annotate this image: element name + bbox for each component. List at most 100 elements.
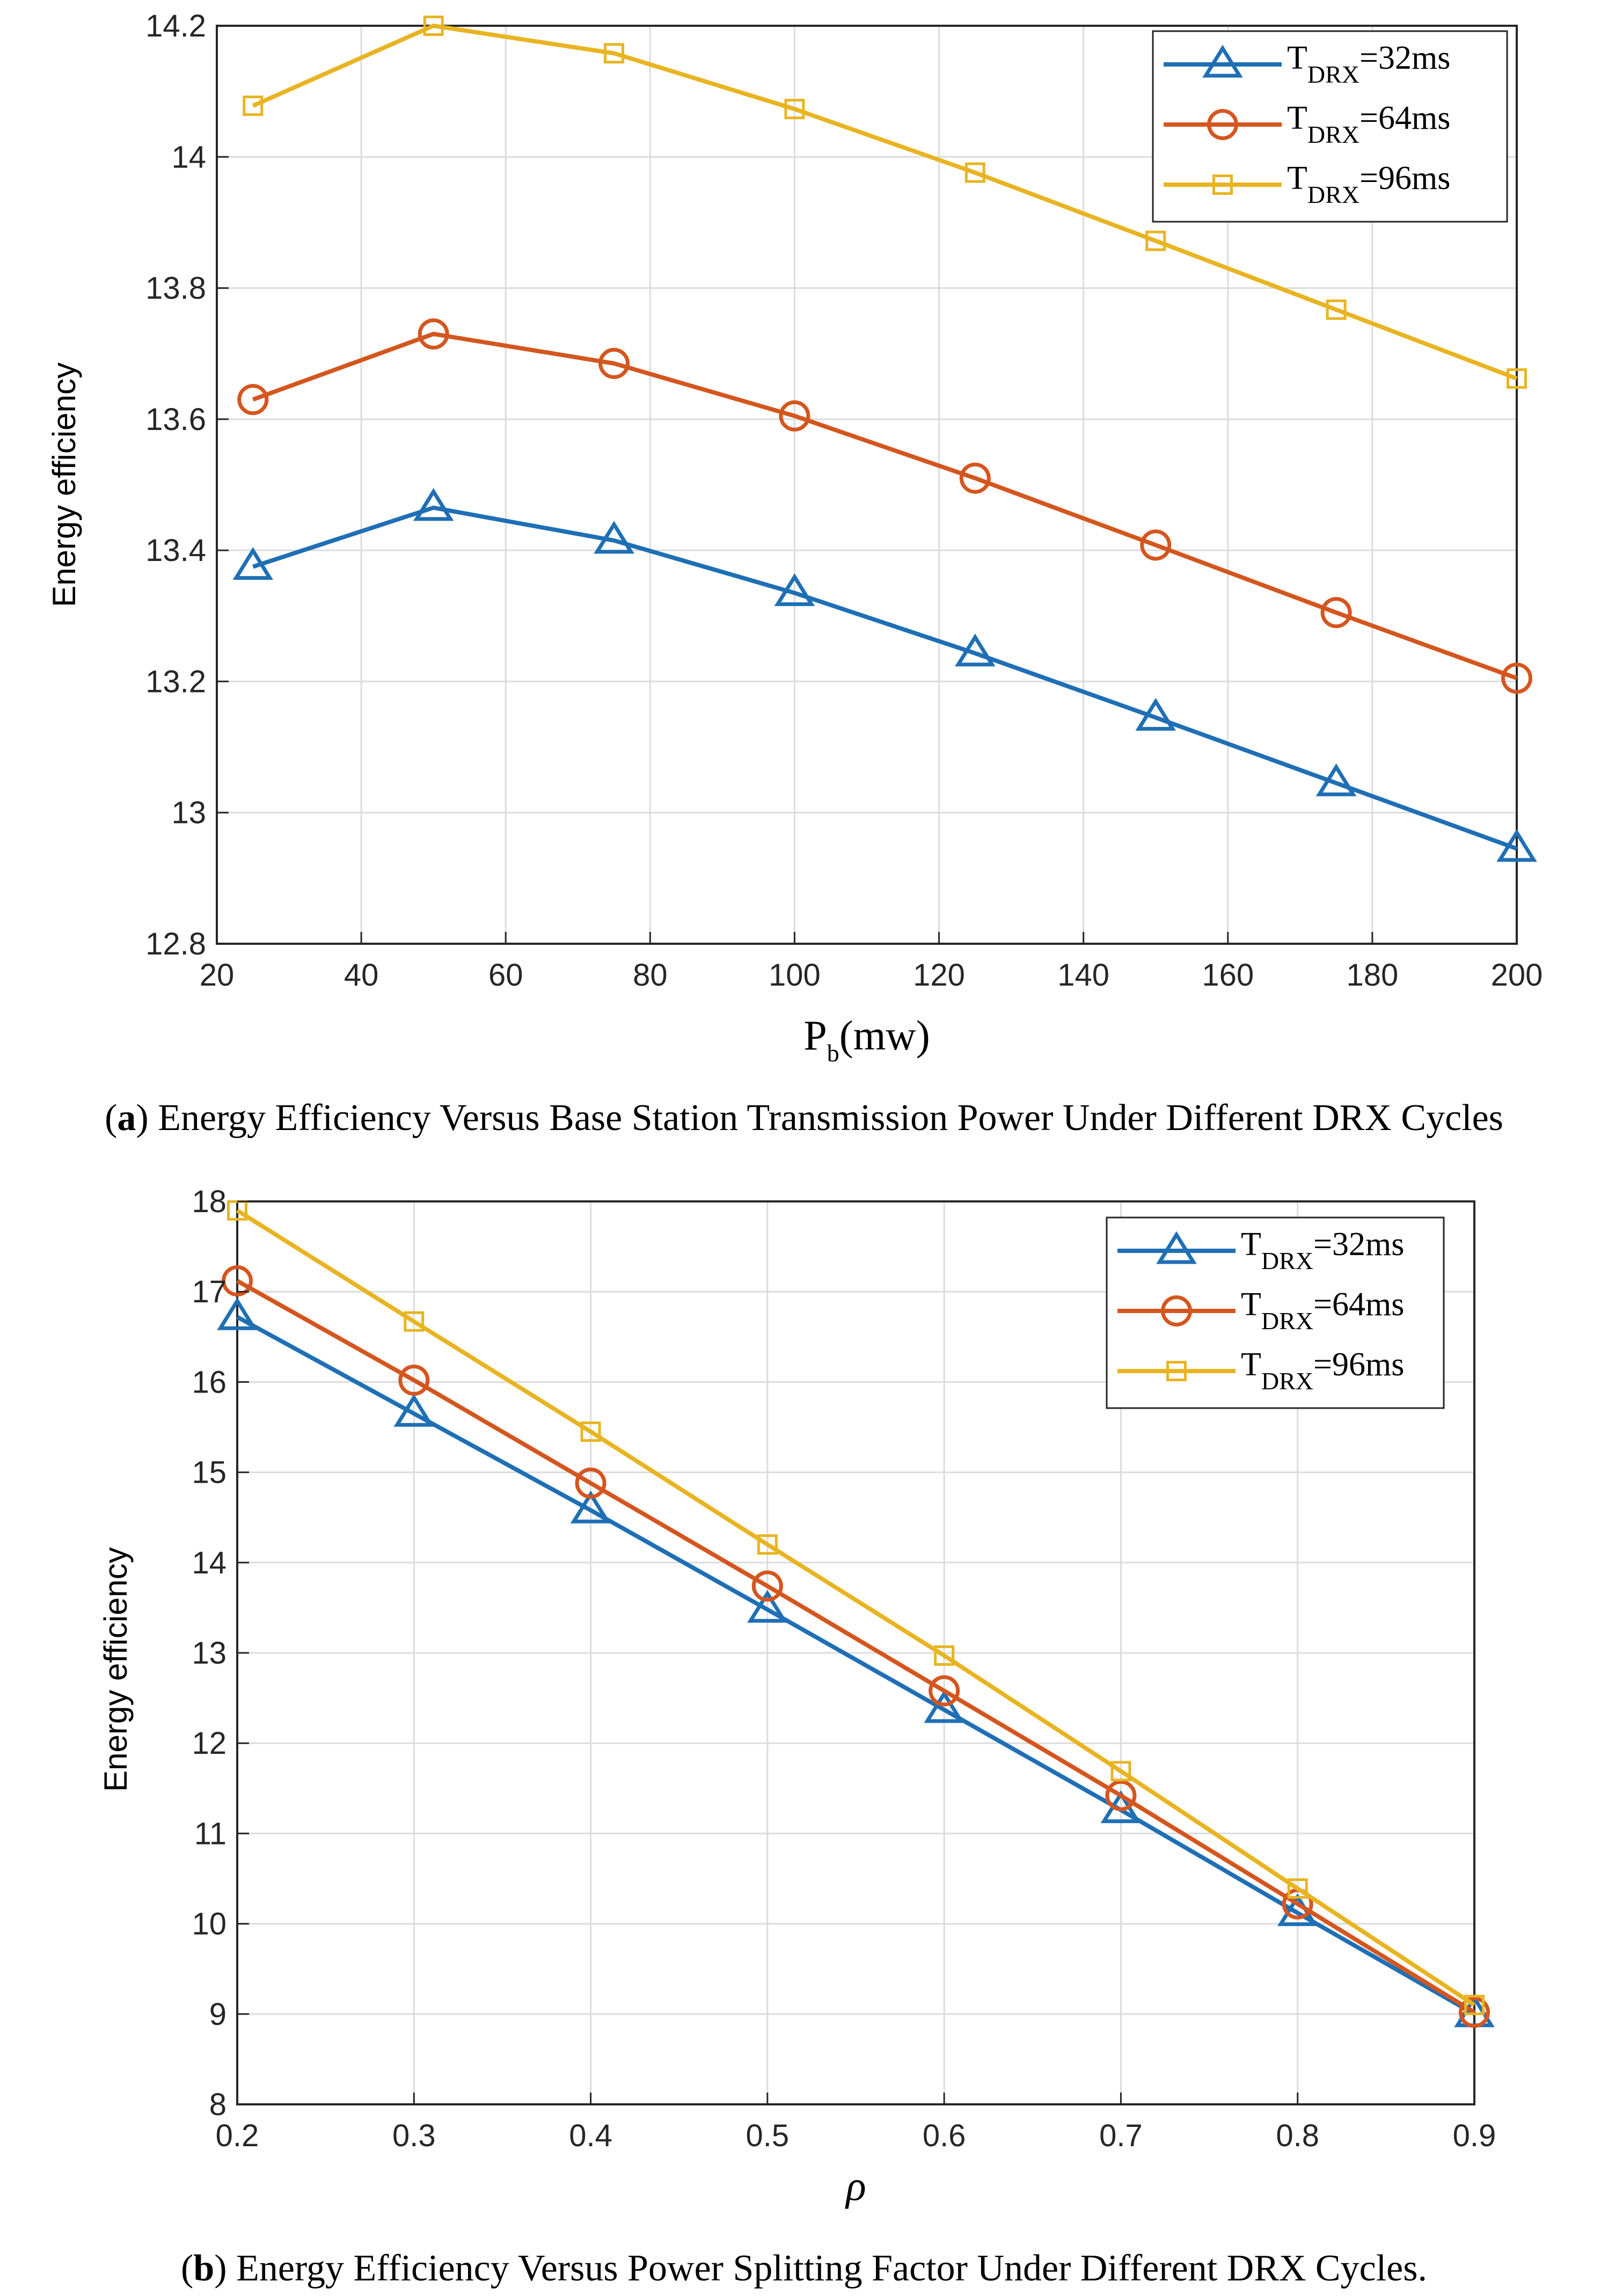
data-point (955, 633, 996, 667)
chart-b-legend: TDRX=32ms TDRX=64ms TDRX=96ms (1106, 1216, 1445, 1409)
data-point (1287, 1878, 1308, 1899)
y-tick-label: 15 (192, 1455, 226, 1490)
x-tick-label: 0.5 (746, 2118, 790, 2153)
y-tick-label: 13.4 (145, 533, 206, 568)
y-tick-label: 13 (192, 1636, 226, 1671)
data-point (929, 1675, 960, 1707)
x-tick-label: 140 (1057, 958, 1109, 993)
data-point (774, 573, 815, 607)
x-tick-label: 0.8 (1276, 2118, 1319, 2153)
x-tick-label: 0.2 (216, 2118, 259, 2153)
chart-a-y-ticks: 12.8 13 13.2 13.4 13.6 13.8 14 14.2 (145, 9, 229, 961)
series-triangle (232, 488, 1537, 862)
y-tick-label: 13.2 (145, 664, 206, 699)
series-line (236, 1315, 1475, 2016)
series-square (227, 1200, 1485, 2015)
legend-label: TDRX=96ms (1287, 160, 1450, 208)
data-point (924, 1690, 964, 1723)
x-tick-label: 40 (344, 958, 379, 993)
x-tick-label: 0.4 (569, 2118, 612, 2153)
chart-b-y-ticks: 8 9 10 11 12 13 14 15 16 17 18 (192, 1184, 249, 2122)
chart-a: 20 40 60 80 100 120 140 160 180 200 12.8 13 13.2 13.… (46, 9, 1543, 1139)
legend-label: TDRX=64ms (1287, 100, 1450, 148)
series-line (252, 24, 1518, 381)
data-point (1105, 1780, 1137, 1811)
data-point (784, 99, 805, 120)
x-tick-label: 80 (633, 958, 668, 993)
legend-item: TDRX=96ms (1164, 160, 1450, 208)
series-line (252, 332, 1518, 681)
x-tick-label: 160 (1202, 958, 1254, 993)
x-tick-label: 120 (913, 958, 965, 993)
data-point (398, 1365, 430, 1396)
x-tick-label: 0.3 (392, 2118, 436, 2153)
x-tick-label: 60 (488, 958, 523, 993)
series-square (243, 16, 1527, 389)
y-tick-label: 17 (192, 1274, 226, 1309)
data-point (1464, 1994, 1485, 2015)
data-point (1315, 763, 1357, 797)
data-point (1459, 1996, 1490, 2028)
chart-a-legend: TDRX=32ms TDRX=64ms TDRX=96ms (1152, 30, 1508, 223)
x-tick-label: 200 (1491, 958, 1543, 993)
legend-item: TDRX=64ms (1164, 100, 1450, 148)
chart-b-caption: (b) Energy Efficiency Versus Power Split… (181, 2248, 1427, 2289)
legend-label: TDRX=96ms (1241, 1346, 1404, 1395)
data-point (393, 1394, 435, 1427)
data-point (1110, 1761, 1131, 1782)
data-point (418, 318, 449, 350)
y-tick-label: 12.8 (145, 927, 206, 961)
data-point (1501, 662, 1532, 694)
series-line (252, 505, 1518, 851)
data-point (959, 462, 991, 494)
y-tick-label: 13.8 (145, 271, 206, 306)
data-point (598, 348, 630, 380)
chart-a-caption: (a) Energy Efficiency Versus Base Statio… (105, 1097, 1503, 1139)
chart-a-series (232, 16, 1537, 862)
data-point (237, 384, 269, 416)
chart-b: 0.2 0.3 0.4 0.5 0.6 0.7 0.8 0.9 8 9 10 11 12 13 14 15 1… (98, 1184, 1496, 2289)
legend-swatch-marker (1161, 1295, 1192, 1326)
legend-swatch-marker (1202, 45, 1243, 78)
chart-b-series (217, 1200, 1495, 2028)
data-point (747, 1590, 788, 1623)
y-tick-label: 14.2 (145, 9, 206, 43)
chart-a-x-ticks: 20 40 60 80 100 120 140 160 180 200 (200, 932, 1543, 993)
data-point (757, 1534, 778, 1555)
y-tick-label: 9 (209, 1997, 226, 2032)
legend-swatch-marker (1166, 1361, 1187, 1381)
y-tick-label: 16 (192, 1365, 226, 1400)
y-tick-label: 14 (192, 1546, 226, 1580)
x-tick-label: 0.7 (1099, 2118, 1143, 2153)
x-tick-label: 0.9 (1453, 2118, 1496, 2153)
data-point (580, 1421, 601, 1442)
data-point (217, 1297, 258, 1330)
legend-label: TDRX=32ms (1287, 40, 1450, 88)
legend-item: TDRX=32ms (1164, 40, 1450, 88)
data-point (779, 400, 810, 432)
series-line (236, 1208, 1476, 2007)
legend-item: TDRX=32ms (1117, 1226, 1404, 1274)
legend-swatch-marker (1212, 174, 1233, 195)
data-point (964, 162, 985, 183)
data-point (1140, 529, 1172, 561)
y-tick-label: 12 (192, 1726, 226, 1761)
data-point (604, 43, 625, 64)
data-point (222, 1265, 253, 1297)
series-circle (237, 318, 1532, 694)
data-point (413, 488, 454, 521)
data-point (934, 1645, 955, 1666)
series-circle (222, 1265, 1490, 2028)
data-point (404, 1311, 425, 1332)
x-tick-label: 0.6 (923, 2118, 966, 2153)
data-point (751, 1570, 783, 1602)
y-tick-label: 8 (209, 2087, 226, 2122)
y-tick-label: 13.6 (145, 402, 206, 437)
data-point (570, 1490, 611, 1524)
x-tick-label: 100 (769, 958, 821, 993)
data-point (1135, 697, 1176, 731)
y-tick-label: 10 (192, 1907, 226, 1942)
chart-a-x-axis-label: Pb(mw) (803, 1012, 930, 1067)
y-tick-label: 11 (194, 1816, 226, 1851)
